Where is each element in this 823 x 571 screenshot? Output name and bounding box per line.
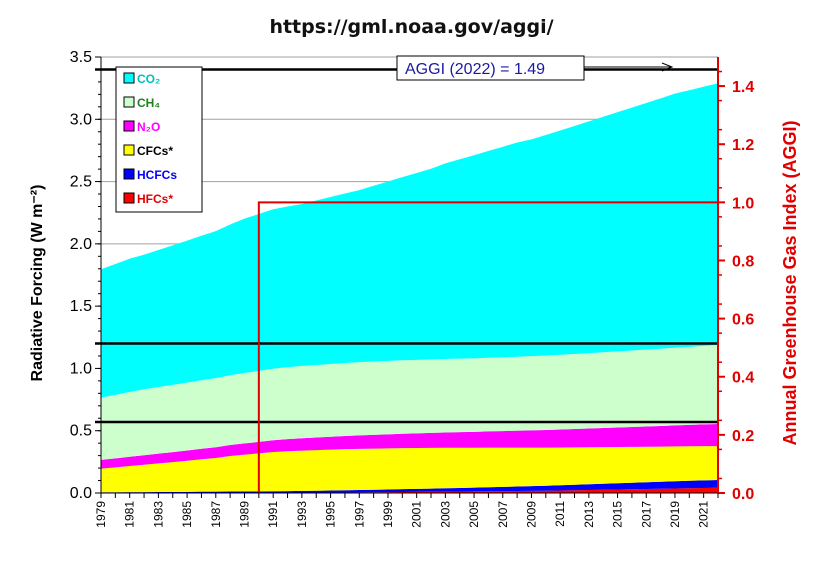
y2-axis-label: Annual Greenhouse Gas Index (AGGI) bbox=[780, 120, 800, 445]
x-tick-label: 1993 bbox=[295, 501, 309, 528]
legend-swatch bbox=[123, 144, 135, 156]
y-tick-label: 3.5 bbox=[70, 49, 92, 66]
legend: CO₂ CH₄ N₂O CFCs* HCFCs HFCs* bbox=[115, 66, 203, 213]
legend-label: CFCs* bbox=[137, 144, 173, 158]
annotation-box bbox=[396, 55, 585, 81]
aggi-box bbox=[257, 201, 718, 493]
area-series-4 bbox=[101, 344, 718, 460]
y-tick-label: 2.5 bbox=[70, 174, 92, 191]
legend-label: HCFCs bbox=[137, 168, 177, 182]
x-tick-label: 2005 bbox=[467, 501, 481, 528]
x-tick-label: 2019 bbox=[668, 501, 682, 528]
legend-swatch bbox=[123, 72, 135, 84]
x-tick-label: 2001 bbox=[410, 501, 424, 528]
annotation-arrowhead bbox=[661, 62, 674, 72]
legend-swatch bbox=[123, 168, 135, 180]
x-tick-label: 1989 bbox=[237, 501, 251, 528]
y2-tick-label: 0.2 bbox=[732, 428, 754, 445]
x-tick-label: 2007 bbox=[496, 501, 510, 528]
legend-label: N₂O bbox=[137, 120, 160, 134]
legend-swatch bbox=[123, 120, 135, 132]
y-tick-label: 3.0 bbox=[70, 111, 92, 128]
y-tick-label: 2.0 bbox=[70, 236, 92, 253]
area-series-2 bbox=[101, 446, 718, 493]
x-tick-label: 2021 bbox=[697, 501, 711, 528]
x-tick-label: 1995 bbox=[324, 501, 338, 528]
y-tick-label: 1.5 bbox=[70, 298, 92, 315]
x-tick-label: 1987 bbox=[209, 501, 223, 528]
y2-tick-label: 1.0 bbox=[732, 195, 754, 212]
x-tick-label: 1983 bbox=[151, 501, 165, 528]
y2-tick-label: 0.0 bbox=[732, 486, 754, 503]
y2-tick-label: 0.4 bbox=[732, 370, 754, 387]
area-series-1 bbox=[101, 480, 718, 493]
x-tick-label: 1999 bbox=[381, 501, 395, 528]
area-series-5 bbox=[101, 83, 718, 398]
legend-box bbox=[115, 66, 203, 213]
y-tick-label: 0.5 bbox=[70, 423, 92, 440]
x-tick-label: 2003 bbox=[438, 501, 452, 528]
x-tick-label: 2015 bbox=[611, 501, 625, 528]
x-tick-label: 1981 bbox=[123, 501, 137, 528]
area-series-0 bbox=[101, 487, 718, 493]
y2-tick-label: 0.6 bbox=[732, 312, 754, 329]
legend-label: CH₄ bbox=[137, 96, 160, 110]
left-axis-ticks: 0.0 0.5 1.0 1.5 2.0 2.5 3.0 3.5 bbox=[70, 49, 101, 502]
x-tick-label: 2011 bbox=[553, 501, 567, 527]
x-tick-label: 2017 bbox=[639, 501, 653, 528]
x-axis-ticks: 1979 1981 1983 1985 1987 1989 1991 1993 1995 1997… bbox=[94, 493, 719, 528]
x-tick-label: 1991 bbox=[266, 501, 280, 528]
stacked-areas bbox=[101, 83, 718, 493]
y2-tick-label: 1.4 bbox=[732, 79, 754, 96]
right-axis-ticks: 0.0 0.2 0.4 0.6 0.8 1.0 1.2 1.4 bbox=[718, 70, 754, 503]
legend-label: CO₂ bbox=[137, 72, 160, 86]
y2-tick-label: 0.8 bbox=[732, 253, 754, 270]
annotation-text: AGGI (2022) = 1.49 bbox=[405, 61, 545, 78]
x-tick-label: 1997 bbox=[352, 501, 366, 528]
y-axis-label: Radiative Forcing (W m⁻²) bbox=[29, 185, 46, 382]
x-tick-label: 2009 bbox=[524, 501, 538, 528]
x-tick-label: 2013 bbox=[582, 501, 596, 528]
y-tick-label: 1.0 bbox=[70, 360, 92, 377]
x-tick-label: 1985 bbox=[180, 501, 194, 528]
chart-title: https://gml.noaa.gov/aggi/ bbox=[269, 16, 554, 38]
aggi-line bbox=[257, 201, 718, 493]
legend-label: HFCs* bbox=[137, 192, 173, 206]
legend-swatch bbox=[123, 96, 135, 108]
area-series-3 bbox=[101, 423, 718, 469]
y2-tick-label: 1.2 bbox=[732, 137, 754, 154]
legend-swatch bbox=[123, 192, 135, 204]
x-tick-label: 1979 bbox=[94, 501, 108, 528]
aggi-annotation: AGGI (2022) = 1.49 bbox=[396, 55, 674, 81]
y-tick-label: 0.0 bbox=[70, 485, 92, 502]
